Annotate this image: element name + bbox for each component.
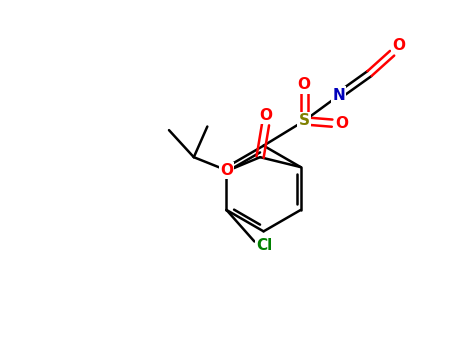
Text: O: O bbox=[392, 38, 405, 52]
Text: O: O bbox=[220, 163, 233, 178]
Text: S: S bbox=[298, 113, 310, 128]
Text: O: O bbox=[259, 108, 272, 123]
Text: N: N bbox=[333, 88, 345, 103]
Text: Cl: Cl bbox=[256, 238, 273, 253]
Text: O: O bbox=[298, 77, 311, 92]
Text: O: O bbox=[335, 116, 349, 131]
